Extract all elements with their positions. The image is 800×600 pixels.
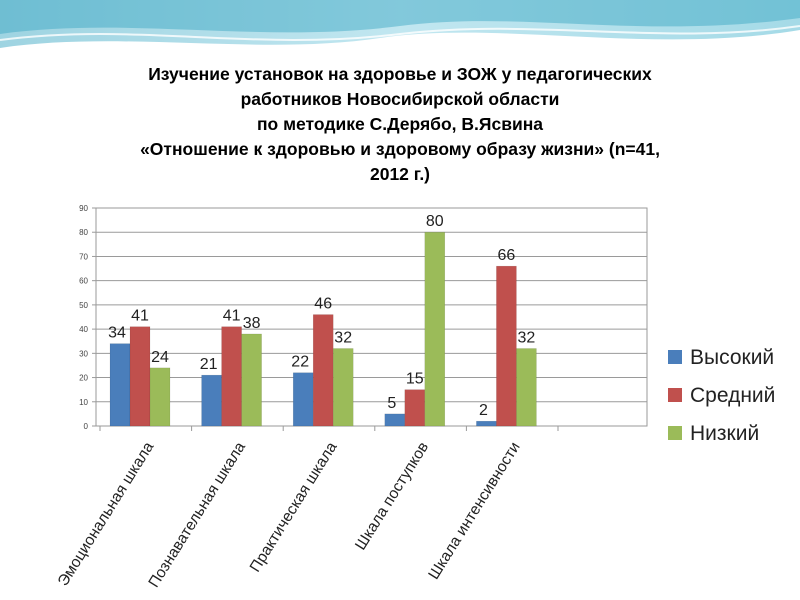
data-label-1-Средний: 41	[131, 308, 149, 325]
title-line-2: работников Новосибирской области	[240, 89, 560, 109]
category-label-3: Практическая шкала	[247, 439, 341, 575]
bar-1-Высокий	[109, 343, 131, 427]
y-tick-label-40: 40	[79, 325, 88, 334]
bar-4-Средний	[404, 389, 426, 427]
data-label-5-Низкий: 32	[518, 329, 536, 346]
bar-5-Высокий	[476, 420, 497, 427]
y-tick-label-30: 30	[79, 349, 88, 358]
bar-1-Низкий	[149, 367, 171, 427]
legend-label-Средний: Средний	[690, 384, 775, 407]
bar-4-Низкий	[424, 231, 446, 427]
y-tick-label-90: 90	[79, 204, 88, 213]
data-label-4-Средний: 15	[406, 371, 424, 388]
data-label-5-Высокий: 2	[479, 402, 488, 419]
data-label-2-Высокий: 21	[200, 356, 218, 373]
chart-title: Изучение установок на здоровье и ЗОЖ у п…	[80, 62, 720, 187]
category-label-4: Шкала поступков	[352, 439, 432, 553]
data-label-1-Низкий: 24	[151, 349, 169, 366]
data-label-4-Высокий: 5	[387, 395, 396, 412]
plot-area	[95, 207, 648, 427]
data-label-3-Высокий: 22	[291, 354, 309, 371]
legend-swatch-Средний	[668, 388, 682, 402]
y-tick-label-70: 70	[79, 252, 88, 261]
data-label-1-Высокий: 34	[108, 325, 126, 342]
title-line-4: «Отношение к здоровью и здоровому образу…	[140, 139, 660, 159]
title-line-5: 2012 г.)	[369, 164, 431, 184]
header-wave-decoration	[0, 0, 800, 48]
bar-1-Средний	[129, 326, 151, 427]
data-label-5-Средний: 66	[498, 247, 516, 264]
bar-5-Низкий	[516, 348, 537, 427]
legend-swatch-Низкий	[668, 426, 682, 440]
bar-2-Низкий	[241, 333, 262, 427]
y-tick-label-60: 60	[79, 277, 88, 286]
bar-3-Высокий	[292, 372, 314, 427]
bar-2-Высокий	[201, 374, 222, 427]
bar-3-Средний	[312, 314, 334, 427]
legend-label-Низкий: Низкий	[690, 422, 759, 445]
y-tick-label-50: 50	[79, 301, 88, 310]
data-label-2-Низкий: 38	[243, 315, 261, 332]
category-label-2: Познавательная шкала	[145, 439, 249, 591]
title-line-3: по методике С.Дерябо, В.Ясвина	[256, 114, 544, 134]
category-label-1: Эмоциональная шкала	[55, 439, 158, 589]
data-label-2-Средний: 41	[223, 308, 241, 325]
legend-label-Высокий: Высокий	[690, 346, 774, 369]
data-label-3-Низкий: 32	[334, 329, 352, 346]
y-tick-label-0: 0	[84, 422, 89, 431]
y-tick-label-80: 80	[79, 228, 88, 237]
bar-3-Низкий	[332, 348, 354, 427]
title-line-1: Изучение установок на здоровье и ЗОЖ у п…	[148, 64, 652, 84]
bar-5-Средний	[496, 265, 517, 427]
data-label-3-Средний: 46	[314, 296, 332, 313]
y-tick-label-10: 10	[79, 398, 88, 407]
bar-4-Высокий	[384, 413, 406, 427]
category-label-5: Шкала интенсивности	[425, 439, 523, 582]
legend-swatch-Высокий	[668, 350, 682, 364]
y-tick-label-20: 20	[79, 374, 88, 383]
data-label-4-Низкий: 80	[426, 213, 444, 230]
bar-2-Средний	[221, 326, 242, 427]
